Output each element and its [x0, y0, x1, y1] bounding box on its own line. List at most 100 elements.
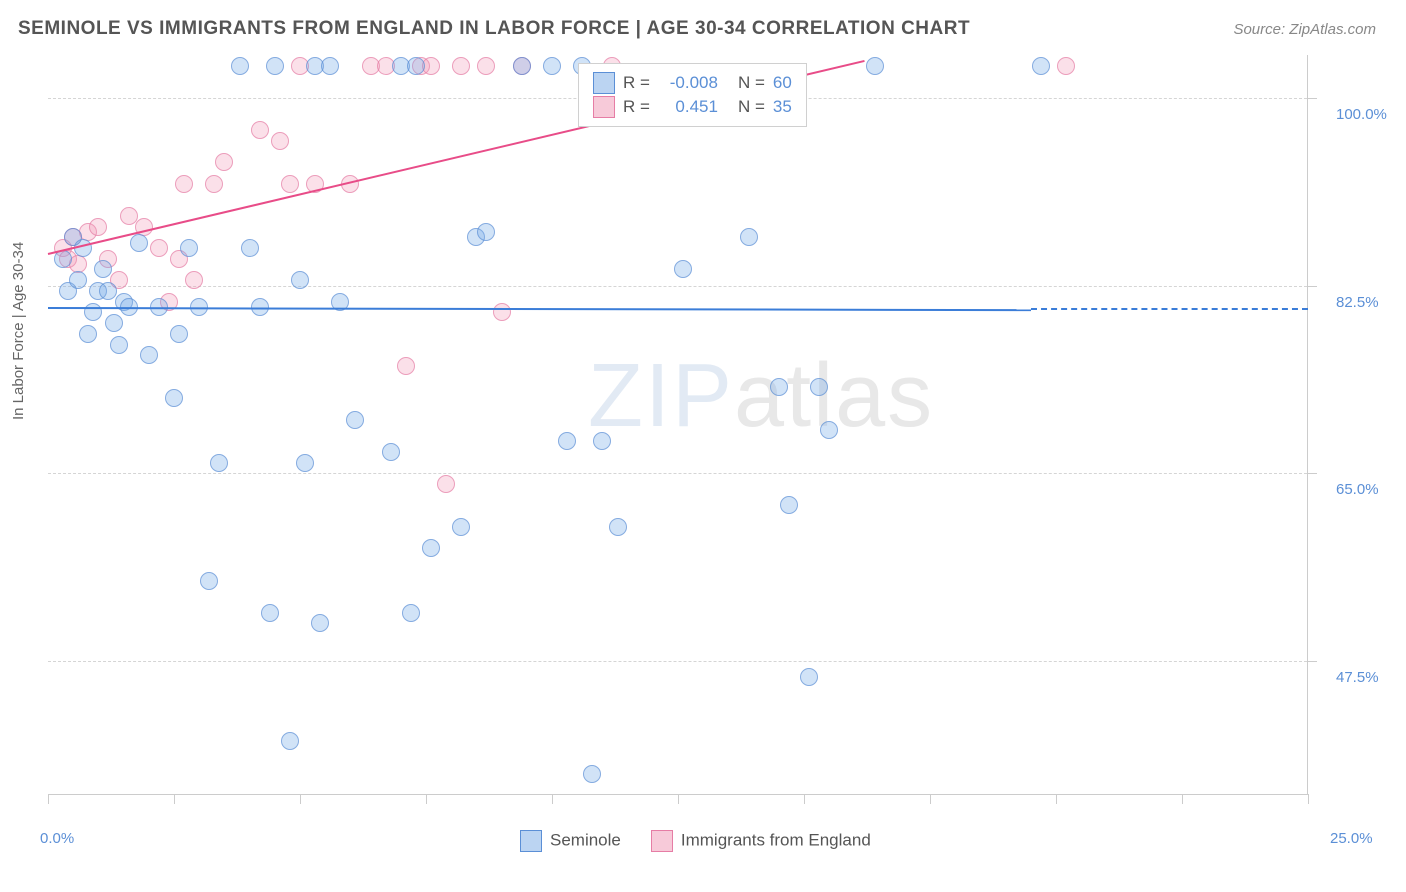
data-point — [241, 239, 259, 257]
data-point — [291, 271, 309, 289]
data-point — [200, 572, 218, 590]
data-point — [311, 614, 329, 632]
data-point — [810, 378, 828, 396]
x-axis-left-label: 0.0% — [40, 830, 74, 847]
n-value: 35 — [773, 97, 792, 117]
x-tick — [174, 794, 175, 804]
data-point — [271, 132, 289, 150]
legend-swatch — [520, 830, 542, 852]
data-point — [402, 604, 420, 622]
data-point — [175, 175, 193, 193]
grid-line — [48, 473, 1307, 474]
legend-stats-row: R = 0.451 N = 35 — [593, 96, 792, 118]
data-point — [513, 57, 531, 75]
x-tick — [1056, 794, 1057, 804]
data-point — [110, 336, 128, 354]
legend-label: Seminole — [550, 830, 621, 849]
watermark: ZIPatlas — [588, 345, 934, 448]
y-tick-label: 100.0% — [1336, 106, 1387, 123]
data-point — [740, 228, 758, 246]
y-tick-label: 65.0% — [1336, 481, 1379, 498]
r-label: R = — [623, 73, 650, 93]
x-tick — [1182, 794, 1183, 804]
x-tick — [1308, 794, 1309, 804]
data-point — [296, 454, 314, 472]
chart-title: SEMINOLE VS IMMIGRANTS FROM ENGLAND IN L… — [18, 18, 970, 40]
data-point — [180, 239, 198, 257]
data-point — [84, 303, 102, 321]
x-tick — [426, 794, 427, 804]
grid-line — [48, 286, 1307, 287]
data-point — [477, 223, 495, 241]
data-point — [266, 57, 284, 75]
data-point — [1057, 57, 1075, 75]
legend-label: Immigrants from England — [681, 830, 871, 849]
y-tick-label: 82.5% — [1336, 294, 1379, 311]
x-tick — [930, 794, 931, 804]
x-tick — [300, 794, 301, 804]
data-point — [261, 604, 279, 622]
data-point — [140, 346, 158, 364]
legend-bottom: Seminole Immigrants from England — [520, 830, 871, 852]
data-point — [89, 218, 107, 236]
y-tick — [1307, 473, 1317, 474]
data-point — [1032, 57, 1050, 75]
chart-header: SEMINOLE VS IMMIGRANTS FROM ENGLAND IN L… — [0, 0, 1406, 48]
legend-stats: R =-0.008N =60R =0.451N =35 — [578, 63, 807, 127]
data-point — [150, 239, 168, 257]
data-point — [477, 57, 495, 75]
legend-item: Immigrants from England — [651, 830, 871, 852]
grid-line — [48, 661, 1307, 662]
data-point — [94, 260, 112, 278]
data-point — [281, 732, 299, 750]
r-value: 0.451 — [658, 97, 718, 117]
data-point — [543, 57, 561, 75]
watermark-bold: ZIP — [588, 346, 734, 446]
data-point — [79, 325, 97, 343]
legend-item: Seminole — [520, 830, 621, 852]
y-tick-label: 47.5% — [1336, 669, 1379, 686]
data-point — [105, 314, 123, 332]
x-axis-right-label: 25.0% — [1330, 830, 1373, 847]
data-point — [281, 175, 299, 193]
data-point — [800, 668, 818, 686]
data-point — [674, 260, 692, 278]
n-label: N = — [738, 73, 765, 93]
data-point — [205, 175, 223, 193]
data-point — [780, 496, 798, 514]
data-point — [866, 57, 884, 75]
data-point — [397, 357, 415, 375]
legend-swatch — [651, 830, 673, 852]
data-point — [165, 389, 183, 407]
data-point — [185, 271, 203, 289]
y-tick — [1307, 661, 1317, 662]
data-point — [251, 121, 269, 139]
r-label: R = — [623, 97, 650, 117]
legend-swatch — [593, 72, 615, 94]
data-point — [422, 539, 440, 557]
y-tick — [1307, 286, 1317, 287]
data-point — [407, 57, 425, 75]
y-axis-title: In Labor Force | Age 30-34 — [10, 242, 27, 420]
data-point — [231, 57, 249, 75]
data-point — [215, 153, 233, 171]
legend-stats-row: R =-0.008N =60 — [593, 72, 792, 94]
x-tick — [804, 794, 805, 804]
data-point — [69, 271, 87, 289]
x-tick — [552, 794, 553, 804]
data-point — [452, 57, 470, 75]
data-point — [770, 378, 788, 396]
data-point — [130, 234, 148, 252]
source-attribution: Source: ZipAtlas.com — [1233, 21, 1376, 38]
n-label: N = — [738, 97, 765, 117]
data-point — [493, 303, 511, 321]
data-point — [593, 432, 611, 450]
n-value: 60 — [773, 73, 792, 93]
data-point — [210, 454, 228, 472]
data-point — [346, 411, 364, 429]
data-point — [437, 475, 455, 493]
data-point — [170, 325, 188, 343]
regression-extension — [1031, 308, 1308, 310]
scatter-chart: ZIPatlas 47.5%65.0%82.5%100.0%R =-0.008N… — [48, 55, 1308, 795]
data-point — [382, 443, 400, 461]
